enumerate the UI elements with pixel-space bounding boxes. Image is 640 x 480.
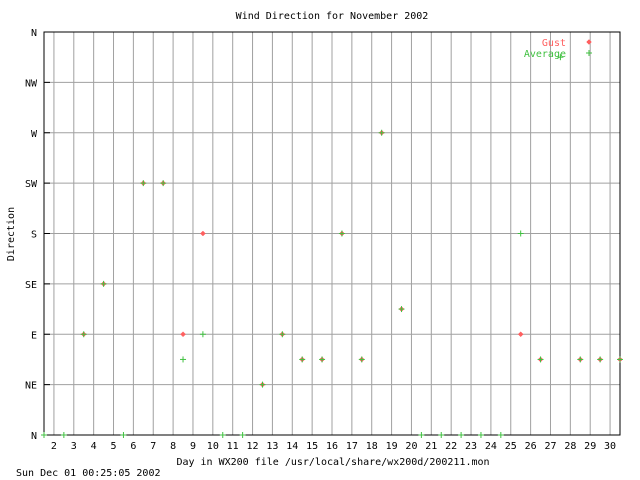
- x-tick-label: 13: [266, 441, 278, 452]
- x-tick-label: 15: [306, 441, 318, 452]
- x-tick-label: 19: [386, 441, 398, 452]
- legend-marker-gust: [586, 39, 592, 45]
- average-point: [438, 432, 445, 438]
- average-point: [319, 356, 326, 363]
- average-point: [199, 331, 206, 338]
- average-point: [239, 432, 246, 438]
- gust-point: [200, 230, 206, 237]
- x-tick-label: 16: [326, 441, 338, 452]
- x-tick-label: 10: [207, 441, 219, 452]
- average-point: [557, 54, 564, 61]
- average-point: [497, 432, 504, 438]
- x-tick-label: 29: [584, 441, 596, 452]
- x-tick-label: 17: [346, 441, 358, 452]
- legend-label-gust: Gust: [542, 38, 566, 49]
- average-point: [80, 331, 87, 338]
- x-tick-label: 30: [604, 441, 616, 452]
- average-point: [358, 356, 365, 363]
- x-tick-label: 11: [227, 441, 239, 452]
- grid-lines: [44, 31, 620, 436]
- x-tick-label: 23: [465, 441, 477, 452]
- legend-marker-average: [586, 50, 592, 56]
- x-tick-label: 7: [150, 441, 156, 452]
- x-tick-label: 24: [485, 441, 497, 452]
- y-tick-label: N: [31, 28, 37, 39]
- average-point: [617, 356, 623, 363]
- x-tick-label: 18: [366, 441, 378, 452]
- legend-label-average: Average: [524, 49, 566, 60]
- average-point: [41, 432, 47, 438]
- axis-ticks: 2 3 4 5 6 7 8 9 10 11 12 13 14 15 16 17 18 19 20 21 22 23 24 25…: [25, 28, 616, 452]
- y-tick-label: N: [31, 431, 37, 442]
- x-tick-label: 6: [130, 441, 136, 452]
- average-point: [398, 306, 405, 313]
- average-point: [219, 432, 226, 438]
- gust-point: [180, 331, 186, 338]
- y-tick-label: E: [31, 330, 37, 341]
- average-point: [418, 432, 425, 438]
- y-tick-label: SE: [25, 280, 37, 291]
- x-tick-label: 28: [564, 441, 576, 452]
- average-point: [458, 432, 465, 438]
- average-point: [477, 432, 484, 438]
- y-axis-label: Direction: [6, 207, 17, 261]
- average-point: [259, 381, 266, 388]
- x-tick-label: 26: [525, 441, 537, 452]
- x-tick-label: 21: [425, 441, 437, 452]
- average-point: [577, 356, 584, 363]
- gust-point: [517, 331, 524, 338]
- average-point: [299, 356, 306, 363]
- timestamp-footer: Sun Dec 01 00:25:05 2002: [16, 468, 161, 479]
- x-axis-label: Day in WX200 file /usr/local/share/wx200…: [176, 457, 489, 468]
- y-tick-label: S: [31, 230, 37, 241]
- average-point: [140, 180, 147, 187]
- x-tick-label: 9: [190, 441, 196, 452]
- average-point: [100, 280, 107, 287]
- x-tick-label: 25: [505, 441, 517, 452]
- average-point: [279, 331, 286, 338]
- x-tick-label: 8: [170, 441, 176, 452]
- average-point: [517, 230, 524, 237]
- x-tick-label: 12: [247, 441, 259, 452]
- average-point: [120, 432, 127, 438]
- average-point: [338, 230, 345, 237]
- chart-legend: Gust Average: [524, 38, 592, 60]
- x-tick-label: 27: [544, 441, 556, 452]
- y-tick-label: W: [31, 129, 38, 140]
- y-tick-label: NW: [25, 78, 38, 89]
- x-tick-label: 20: [405, 441, 417, 452]
- data-points: [41, 54, 623, 438]
- average-point: [60, 432, 67, 438]
- x-tick-label: 2: [51, 441, 57, 452]
- x-tick-label: 14: [286, 441, 298, 452]
- x-tick-label: 4: [91, 441, 97, 452]
- average-point: [378, 129, 385, 136]
- x-tick-label: 5: [111, 441, 117, 452]
- x-tick-label: 3: [71, 441, 77, 452]
- average-point: [537, 356, 544, 363]
- y-tick-label: NE: [25, 381, 37, 392]
- average-point: [180, 356, 187, 363]
- average-point: [597, 356, 604, 363]
- x-tick-label: 22: [445, 441, 457, 452]
- average-point: [160, 180, 167, 187]
- chart-title: Wind Direction for November 2002: [236, 11, 429, 22]
- y-tick-label: SW: [25, 179, 38, 190]
